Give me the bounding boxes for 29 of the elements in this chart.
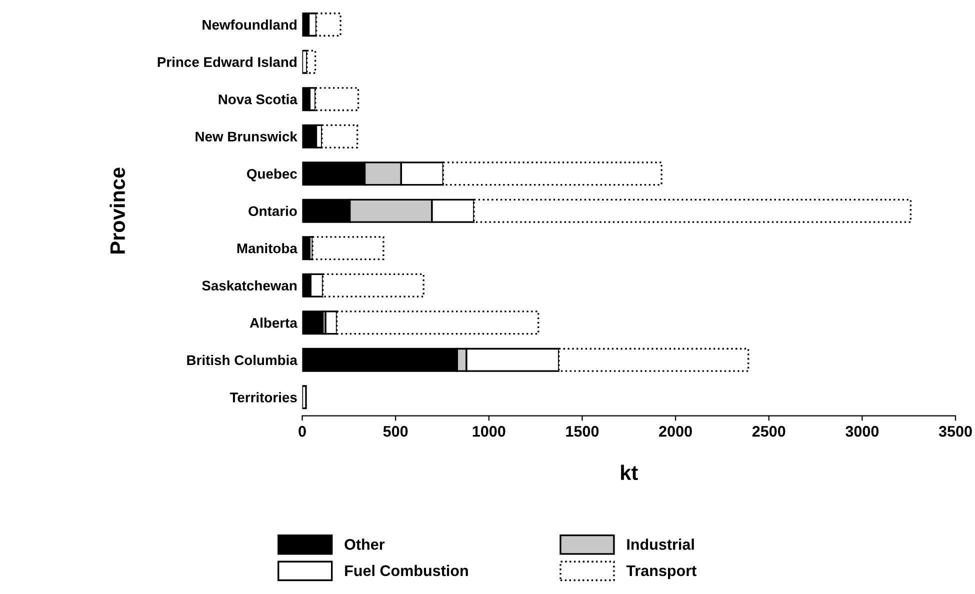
y-tick-label: Quebec [247, 168, 297, 182]
x-tick-label: 0 [298, 426, 306, 437]
y-tick-label: Nova Scotia [218, 94, 298, 104]
y-tick-label: Saskatchewan [202, 280, 297, 291]
legend-label: Fuel Combustion [345, 564, 468, 576]
x-axis-title: kt [621, 464, 638, 480]
y-tick-label: British Columbia [187, 354, 298, 366]
bar [302, 385, 307, 410]
y-tick-label: Ontario [248, 206, 297, 216]
x-tick-label: 3000 [846, 426, 879, 437]
legend-label: Transport [626, 565, 696, 580]
y-tick-label: Prince Edward Island [158, 56, 296, 67]
y-tick-label: Alberta [250, 318, 298, 328]
y-tick-label: Territories [230, 392, 297, 402]
bar [302, 310, 324, 335]
x-tick-label: 2000 [659, 426, 692, 437]
y-tick-label: Manitoba [237, 243, 298, 254]
y-tick-label: Newfoundland [202, 20, 296, 30]
legend-label: Other [344, 538, 385, 550]
x-tick-label: 1500 [566, 426, 599, 437]
x-tick-label: 1000 [472, 426, 506, 437]
x-tick-label: 2500 [752, 426, 786, 437]
y-tick-label: New Brunswick [196, 131, 298, 142]
legend-label: Industrial [627, 538, 694, 550]
x-tick-label: 3500 [938, 426, 972, 437]
bar [306, 50, 316, 74]
x-tick-label: 500 [383, 426, 408, 437]
y-axis-title: Province [110, 168, 126, 254]
bar [312, 236, 384, 260]
